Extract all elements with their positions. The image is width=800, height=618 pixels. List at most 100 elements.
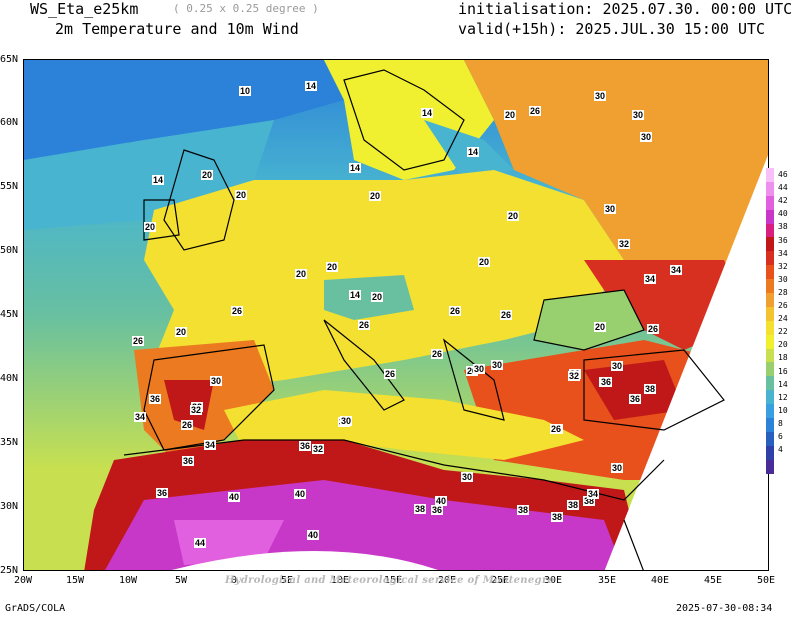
- colorbar-swatch: [766, 334, 774, 349]
- colorbar-swatch: [766, 376, 774, 391]
- colorbar-label: 24: [778, 314, 788, 324]
- colorbar-label: 18: [778, 353, 788, 363]
- cold-sea-field: [24, 60, 344, 160]
- colorbar-label: 34: [778, 248, 788, 258]
- colorbar-label: 30: [778, 274, 788, 284]
- colorbar-swatch: [766, 209, 774, 224]
- lon-label: 20E: [437, 575, 457, 586]
- contour-label: 36: [182, 456, 195, 466]
- colorbar-label: 26: [778, 301, 788, 310]
- contour-label: 14: [421, 108, 434, 118]
- colorbar-swatch: [766, 223, 774, 238]
- contour-label: 30: [611, 463, 624, 473]
- lat-label: 30N: [0, 501, 19, 512]
- lon-label: 30E: [543, 575, 563, 586]
- contour-label: 40: [294, 489, 307, 499]
- map-panel: [23, 59, 769, 571]
- contour-label: 36: [156, 488, 169, 498]
- contour-label: 34: [644, 274, 657, 284]
- contour-label: 32: [568, 371, 581, 381]
- lat-label: 55N: [0, 181, 19, 192]
- contour-label: 26: [466, 366, 479, 376]
- colorbar-label: 6: [778, 432, 783, 441]
- lon-label: 20W: [13, 575, 33, 586]
- colorbar-label: 44: [778, 183, 788, 193]
- contour-label: 20: [369, 191, 382, 201]
- lat-label: 60N: [0, 117, 19, 128]
- colorbar-swatch: [766, 181, 774, 196]
- lon-label: 0: [230, 575, 238, 586]
- temperature-map: [24, 60, 768, 570]
- colorbar-label: 40: [778, 209, 788, 219]
- colorbar-swatch: [766, 418, 774, 432]
- contour-label: 38: [414, 504, 427, 514]
- contour-label: 30: [491, 360, 504, 370]
- colorbar-label: 46: [778, 170, 788, 179]
- contour-label: 26: [132, 336, 145, 346]
- colorbar-swatch: [766, 293, 774, 307]
- colorbar-label: 10: [778, 405, 788, 415]
- colorbar-label: 8: [778, 418, 783, 428]
- colorbar-swatch: [766, 362, 774, 377]
- colorbar-swatch: [766, 445, 774, 460]
- contour-label: 26: [231, 306, 244, 316]
- lon-label: 15E: [383, 575, 403, 586]
- contour-label: 30: [461, 472, 474, 482]
- contour-label: 30: [640, 132, 653, 142]
- resolution-note: ( 0.25 x 0.25 degree ): [173, 2, 319, 15]
- colorbar-swatch: [766, 306, 774, 321]
- contour-label: 26: [550, 424, 563, 434]
- contour-label: 38: [551, 512, 564, 522]
- contour-label: 26: [647, 324, 660, 334]
- black-sea-field: [534, 290, 644, 350]
- lon-label: 50E: [756, 575, 776, 586]
- contour-label: 34: [670, 265, 683, 275]
- contour-label: 30: [473, 364, 486, 374]
- contour-label: 32: [312, 444, 325, 454]
- colorbar-label: 42: [778, 196, 788, 206]
- colorbar-swatch: [766, 279, 774, 294]
- colorbar-label: 36: [778, 235, 788, 245]
- contour-label: 38: [517, 505, 530, 515]
- contour-label: 20: [504, 110, 517, 120]
- russia-field: [464, 60, 768, 290]
- contour-label: 34: [587, 489, 600, 499]
- lon-label: 5W: [174, 575, 188, 586]
- colorbar-label: 16: [778, 366, 788, 376]
- colorbar-swatch: [766, 459, 774, 474]
- contour-label: 20: [144, 222, 157, 232]
- colorbar: [766, 168, 774, 474]
- valid-time: valid(+15h): 2025.JUL.30 15:00 UTC: [458, 20, 766, 38]
- lon-label: 45E: [703, 575, 723, 586]
- contour-label: 14: [305, 81, 318, 91]
- no-data-south: [172, 551, 438, 570]
- lon-label: 25E: [490, 575, 510, 586]
- contour-label: 34: [204, 440, 217, 450]
- contour-label: 26: [384, 369, 397, 379]
- colorbar-swatch: [766, 404, 774, 419]
- colorbar-swatch: [766, 251, 774, 266]
- contour-label: 14: [349, 290, 362, 300]
- contour-label: 30: [340, 416, 353, 426]
- contour-label: 26: [431, 349, 444, 359]
- contour-label: 26: [529, 106, 542, 116]
- lon-label: 5E: [280, 575, 294, 586]
- init-time: initialisation: 2025.07.30. 00:00 UTC: [458, 0, 793, 18]
- contour-label: 26: [449, 306, 462, 316]
- contour-label: 14: [152, 175, 165, 185]
- contour-label: 36: [431, 505, 444, 515]
- lat-label: 45N: [0, 309, 19, 320]
- contour-label: 40: [307, 530, 320, 540]
- contour-label: 20: [326, 262, 339, 272]
- colorbar-label: 14: [778, 379, 788, 389]
- lon-label: 10W: [118, 575, 138, 586]
- contour-label: 40: [228, 492, 241, 502]
- contour-label: 20: [201, 170, 214, 180]
- model-title: WS_Eta_e25km: [30, 0, 139, 18]
- contour-label: 20: [478, 257, 491, 267]
- footer-right: 2025-07-30-08:34: [676, 603, 773, 614]
- product-title: 2m Temperature and 10m Wind: [55, 20, 299, 38]
- colorbar-label: 28: [778, 287, 788, 297]
- contour-label: 14: [349, 163, 362, 173]
- contour-label: 30: [594, 91, 607, 101]
